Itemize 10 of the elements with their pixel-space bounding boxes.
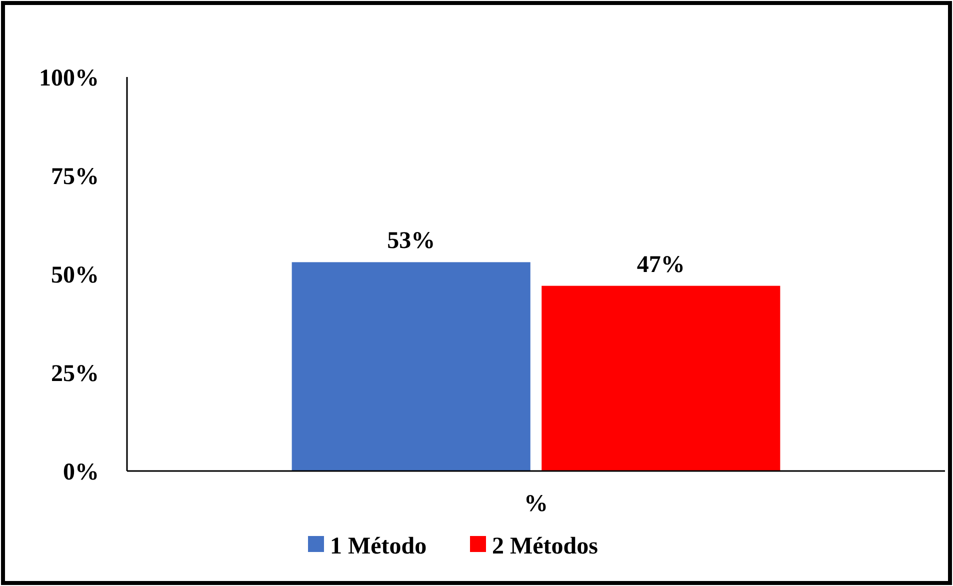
y-tick-label: 100% [39, 65, 99, 92]
legend-label: 2 Métodos [492, 533, 598, 560]
data-label: 47% [636, 252, 685, 278]
y-tick-label: 50% [51, 262, 99, 288]
data-label: 53% [387, 228, 436, 254]
y-tick-label: 25% [51, 360, 99, 387]
y-tick-label: 0% [63, 459, 99, 486]
y-tick-label: 75% [51, 164, 99, 190]
x-tick-label: % [524, 491, 548, 517]
legend-label: 1 Método [330, 533, 427, 560]
